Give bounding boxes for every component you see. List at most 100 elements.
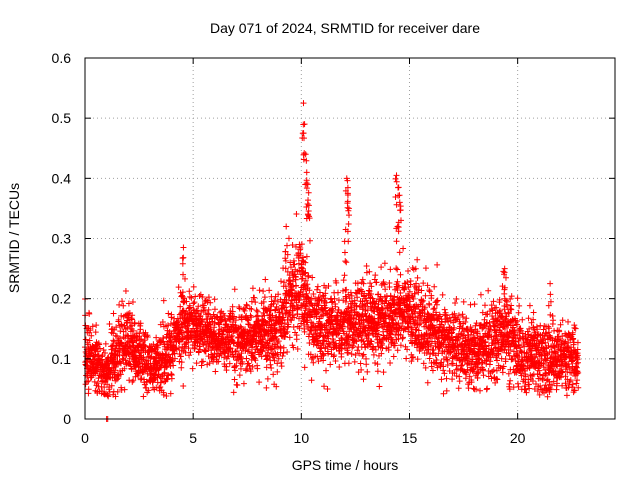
- data-point: [280, 344, 287, 351]
- data-point: [571, 387, 578, 394]
- data-point: [254, 312, 261, 319]
- data-point: [268, 364, 275, 371]
- data-point: [97, 345, 104, 352]
- data-point: [393, 265, 400, 272]
- data-point: [443, 387, 450, 394]
- data-point: [324, 386, 331, 393]
- data-point: [236, 372, 243, 379]
- data-point: [306, 340, 313, 347]
- data-point: [426, 288, 433, 295]
- data-point: [414, 274, 421, 281]
- data-point: [104, 392, 111, 399]
- data-point: [397, 342, 404, 349]
- data-point: [249, 285, 256, 292]
- data-point: [116, 351, 123, 358]
- data-point: [125, 300, 132, 307]
- data-point: [387, 266, 394, 273]
- data-point: [400, 245, 407, 252]
- data-point: [85, 378, 92, 385]
- data-point: [374, 368, 381, 375]
- data-point: [321, 383, 328, 390]
- data-point: [403, 355, 410, 362]
- data-point: [266, 287, 273, 294]
- data-point: [263, 356, 270, 363]
- data-point: [112, 364, 119, 371]
- y-tick-label: 0.3: [52, 231, 72, 247]
- data-point: [348, 351, 355, 358]
- data-point: [118, 340, 125, 347]
- data-point: [477, 387, 484, 394]
- y-tick-label: 0.4: [52, 170, 72, 186]
- data-point: [124, 319, 131, 326]
- data-point: [175, 284, 182, 291]
- data-point: [308, 356, 315, 363]
- data-point: [345, 349, 352, 356]
- data-point: [231, 286, 238, 293]
- data-point: [380, 369, 387, 376]
- data-point: [179, 260, 186, 267]
- data-point: [367, 280, 374, 287]
- data-point: [114, 388, 121, 395]
- data-point: [124, 332, 131, 339]
- data-point: [467, 301, 474, 308]
- data-point: [409, 265, 416, 272]
- data-point: [414, 256, 421, 263]
- data-point: [452, 299, 459, 306]
- x-tick-label: 15: [402, 430, 418, 446]
- data-point: [301, 121, 308, 128]
- data-point: [127, 343, 134, 350]
- y-tick-label: 0.6: [52, 50, 72, 66]
- data-point: [303, 180, 310, 187]
- data-point: [263, 384, 270, 391]
- data-point: [263, 364, 270, 371]
- data-point: [131, 363, 138, 370]
- data-point: [106, 321, 113, 328]
- data-point: [394, 347, 401, 354]
- data-point: [453, 296, 460, 303]
- data-point: [88, 332, 95, 339]
- data-point: [121, 386, 128, 393]
- data-point: [110, 337, 117, 344]
- data-point: [364, 368, 371, 375]
- data-point: [189, 365, 196, 372]
- x-tick-label: 20: [510, 430, 526, 446]
- data-point: [230, 389, 237, 396]
- data-point: [142, 343, 149, 350]
- data-point: [430, 306, 437, 313]
- data-point: [501, 290, 508, 297]
- data-point: [286, 334, 293, 341]
- data-point: [303, 253, 310, 260]
- data-point: [372, 272, 379, 279]
- data-point: [116, 301, 123, 308]
- data-point: [198, 358, 205, 365]
- x-axis-label: GPS time / hours: [292, 457, 399, 473]
- data-point: [243, 301, 250, 308]
- data-point: [262, 276, 269, 283]
- data-point: [188, 294, 195, 301]
- data-point: [180, 244, 187, 251]
- data-point: [550, 317, 557, 324]
- y-tick-labels: 0 0.1 0.2 0.3 0.4 0.5 0.6: [52, 50, 72, 427]
- data-point: [525, 315, 532, 322]
- data-point: [144, 334, 151, 341]
- data-point: [271, 297, 278, 304]
- data-point: [331, 352, 338, 359]
- data-point: [341, 238, 348, 245]
- data-point: [563, 392, 570, 399]
- data-point: [117, 360, 124, 367]
- data-point: [460, 298, 467, 305]
- data-point: [122, 287, 129, 294]
- data-point: [470, 385, 477, 392]
- data-point: [500, 268, 507, 275]
- data-point: [248, 306, 255, 313]
- x-tick-label: 10: [294, 430, 310, 446]
- data-point: [293, 336, 300, 343]
- data-point: [314, 286, 321, 293]
- data-point: [422, 292, 429, 299]
- data-point: [341, 249, 348, 256]
- data-point: [381, 260, 388, 267]
- data-point: [397, 271, 404, 278]
- data-point: [100, 347, 107, 354]
- data-point: [390, 353, 397, 360]
- data-point: [456, 378, 463, 385]
